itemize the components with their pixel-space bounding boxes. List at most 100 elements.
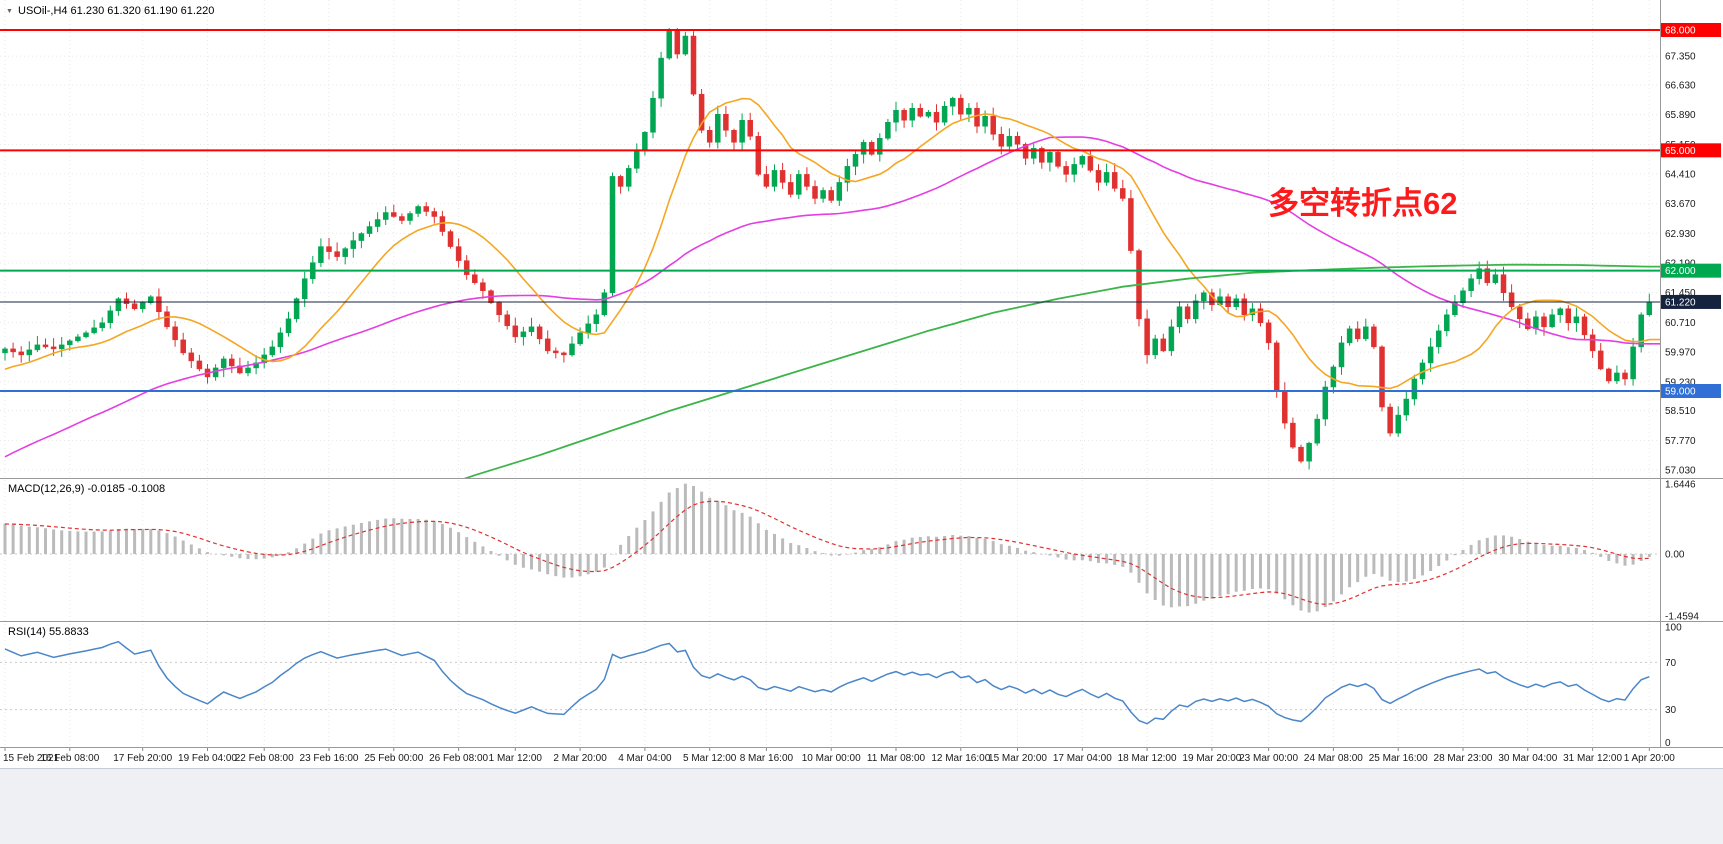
panel-frame [0, 0, 1723, 748]
candle-down [868, 142, 875, 155]
candle-down [1525, 318, 1531, 330]
price-tick-label: 59.970 [1665, 348, 1696, 359]
candle-down [455, 246, 462, 261]
price-badge-label: 62.000 [1665, 266, 1696, 277]
candle-up [67, 340, 73, 346]
candle-down [990, 115, 996, 135]
candle-up [148, 296, 154, 303]
time-axis-label: 26 Feb 08:00 [429, 753, 488, 764]
macd-panel [3, 483, 1651, 613]
candle-down [334, 251, 340, 257]
candle-down [998, 134, 1005, 147]
candle-up [1492, 274, 1499, 283]
annotation-text[interactable]: 多空转折点62 [1268, 186, 1457, 221]
candle-up [682, 35, 689, 55]
candle-up [1079, 156, 1086, 165]
candle-down [42, 344, 49, 348]
ma-fast-line [4, 97, 1660, 390]
candle-down [561, 352, 567, 356]
candle-down [423, 206, 429, 212]
time-axis-label: 11 Mar 08:00 [867, 753, 926, 764]
candle-up [1330, 366, 1337, 388]
candle-up [83, 332, 89, 338]
candle-up [107, 310, 114, 324]
candle-up [2, 348, 8, 354]
price-axis[interactable]: 67.35066.63065.89065.15064.41063.67062.9… [1661, 23, 1721, 749]
candle-up [318, 246, 324, 263]
price-tick-label: 65.890 [1665, 110, 1696, 121]
time-axis-label: 24 Mar 08:00 [1304, 753, 1363, 764]
candle-up [1630, 346, 1636, 380]
candle-up [1338, 342, 1345, 368]
candle-down [1565, 308, 1572, 324]
price-badge-label: 68.000 [1665, 26, 1696, 37]
macd-tick-label: 0.00 [1665, 550, 1685, 561]
price-badge [1661, 294, 1721, 309]
candle-down [1022, 144, 1029, 159]
time-axis-label: 22 Feb 08:00 [235, 753, 294, 764]
candle-down [706, 130, 713, 143]
candle-up [577, 332, 583, 345]
candle-down [1241, 298, 1248, 316]
candle-down [180, 339, 186, 354]
candle-down [690, 35, 697, 95]
candle-down [1111, 172, 1118, 189]
candle-up [1306, 442, 1312, 462]
time-axis-label: 23 Feb 16:00 [300, 753, 359, 764]
candle-up [1152, 338, 1158, 356]
time-axis-label: 1 Apr 20:00 [1624, 753, 1676, 764]
candle-down [974, 107, 980, 127]
candle-down [496, 302, 502, 316]
candle-up [1557, 308, 1563, 316]
time-axis-label: 17 Mar 04:00 [1053, 753, 1112, 764]
candle-down [933, 111, 940, 123]
candle-up [1444, 314, 1450, 332]
candle-up [1573, 316, 1580, 324]
price-tick-label: 67.350 [1665, 52, 1696, 63]
candle-down [164, 311, 170, 328]
candle-up [1103, 172, 1110, 183]
price-badge [1661, 263, 1721, 278]
candle-down [1290, 422, 1296, 448]
candle-up [1047, 152, 1053, 163]
candle-down [229, 358, 235, 367]
candle-down [1128, 198, 1134, 251]
candle-down [172, 326, 178, 341]
time-axis-label: 15 Feb 2021 [3, 753, 60, 764]
candle-down [787, 182, 794, 195]
candle-up [1192, 300, 1199, 320]
rsi-panel [4, 640, 1650, 725]
macd-label: MACD(12,26,9) -0.0185 -0.1008 [8, 483, 165, 495]
collapse-triangle-icon[interactable]: ▼ [6, 8, 13, 15]
candle-up [1403, 398, 1410, 416]
candle-up [666, 29, 672, 59]
candle-up [941, 105, 948, 123]
candle-down [447, 231, 454, 247]
candle-up [1614, 372, 1620, 382]
candle-down [1014, 136, 1021, 145]
candle-up [1411, 378, 1418, 400]
price-badge [1661, 383, 1721, 398]
candle-down [123, 298, 130, 305]
candle-up [301, 278, 308, 299]
candle-up [820, 190, 826, 199]
candle-up [139, 302, 146, 310]
price-badge-label: 65.000 [1665, 146, 1696, 157]
chart-surface[interactable]: 67.35066.63065.89065.15064.41063.67062.9… [0, 0, 1723, 768]
time-axis-label: 28 Mar 23:00 [1434, 753, 1493, 764]
grid [0, 0, 1660, 747]
candle-down [1160, 338, 1167, 352]
candle-up [1460, 290, 1466, 303]
candle-down [399, 216, 405, 221]
candle-up [625, 168, 632, 187]
candle-down [431, 211, 438, 217]
candle-down [698, 93, 705, 131]
candle-up [1322, 386, 1329, 420]
candle-up [893, 109, 899, 123]
candle-down [779, 170, 786, 183]
candle-up [342, 248, 348, 257]
candle-up [1233, 298, 1239, 308]
candle-up [796, 174, 802, 195]
candle-up [1533, 316, 1539, 330]
